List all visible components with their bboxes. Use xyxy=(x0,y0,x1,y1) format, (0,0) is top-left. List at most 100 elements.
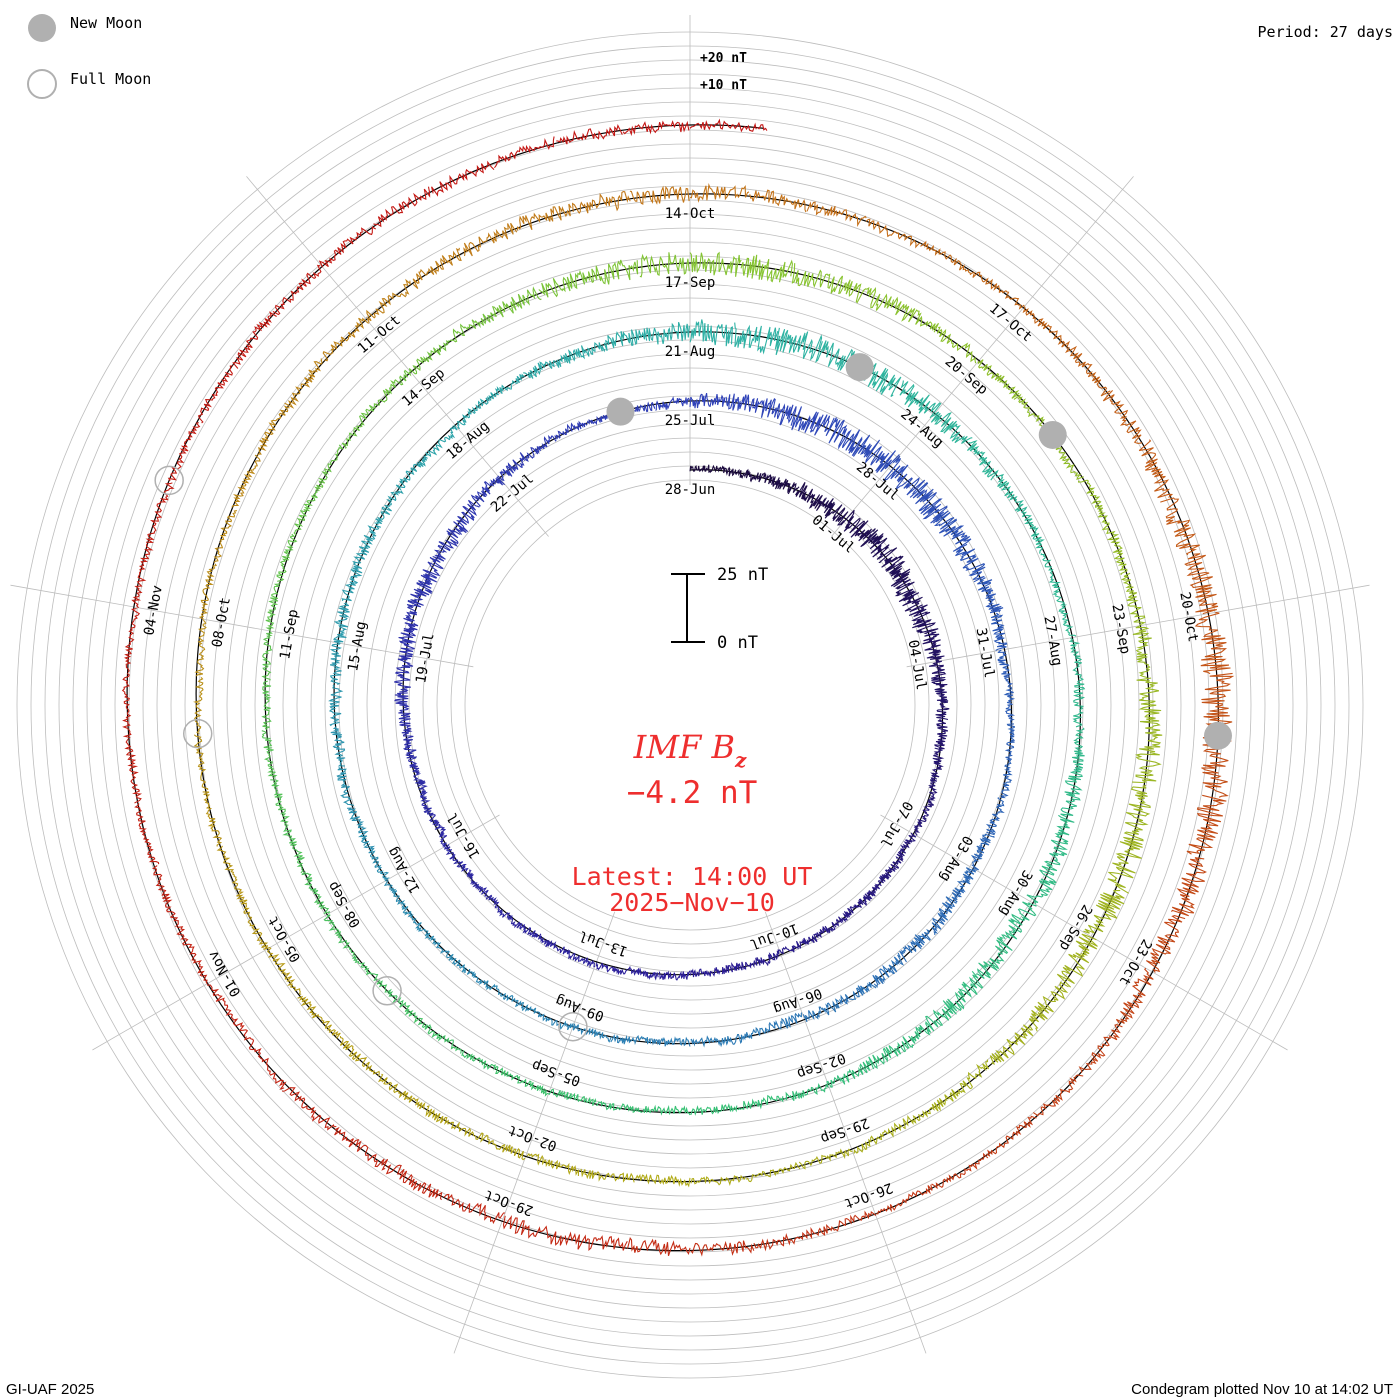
bz-trace-segment xyxy=(134,803,160,865)
bz-trace-segment xyxy=(453,499,480,536)
bz-trace-segment xyxy=(548,1088,597,1106)
bz-trace-segment xyxy=(1120,572,1147,626)
date-label: 01-Nov xyxy=(205,948,244,1000)
new-moon-marker xyxy=(845,353,874,382)
bz-trace-segment xyxy=(261,680,272,731)
bz-trace-segment xyxy=(502,1215,565,1246)
bz-trace-segment xyxy=(997,649,1014,687)
bz-trace-segment xyxy=(825,417,863,457)
radial-grid xyxy=(10,15,1370,1379)
bz-trace-segment xyxy=(374,490,404,525)
bz-trace-segment xyxy=(798,1148,853,1170)
bz-trace-segment xyxy=(386,988,424,1026)
bz-trace-segment xyxy=(383,879,412,916)
bz-trace-segment xyxy=(936,326,977,364)
bz-trace-segment xyxy=(689,319,733,347)
bz-trace-segment xyxy=(313,444,344,492)
bz-trace-segment xyxy=(394,688,412,723)
bz-trace-segment xyxy=(176,926,208,985)
grid-spoke xyxy=(880,814,1288,1051)
bz-trace-segment xyxy=(398,622,419,656)
bz-trace-segment xyxy=(942,970,984,1015)
bz-trace-segment xyxy=(257,405,290,456)
bz-trace-segment xyxy=(626,1236,691,1256)
full-moon-legend-label: Full Moon xyxy=(70,70,151,88)
bz-trace-segment xyxy=(1160,497,1200,556)
moon-phase-markers xyxy=(154,353,1232,1042)
full-moon-marker xyxy=(154,465,184,496)
bz-trace-segment xyxy=(231,454,261,508)
plotted-label: Condegram plotted Nov 10 at 14:02 UT xyxy=(1131,1381,1393,1398)
bz-trace-segment xyxy=(425,424,458,458)
bz-trace-segment xyxy=(795,482,826,512)
bz-trace-segment xyxy=(955,548,986,583)
bz-trace-segment xyxy=(749,189,807,213)
bz-trace-segment xyxy=(407,912,439,946)
center-title: IMF Bz xyxy=(633,728,747,772)
bz-trace-segment xyxy=(930,411,973,444)
bz-trace-segment xyxy=(456,397,490,430)
bz-trace-segment xyxy=(745,1161,801,1183)
current-bz-value: −4.2 nT xyxy=(627,775,758,811)
grid-spoke xyxy=(10,584,474,668)
bz-trace-segment xyxy=(554,420,588,440)
bz-trace-segment xyxy=(282,825,305,874)
bz-trace-segment xyxy=(951,867,977,903)
bz-trace-segment xyxy=(655,396,690,411)
bz-trace-segment xyxy=(500,992,537,1014)
bz-trace-segment xyxy=(526,1153,580,1177)
bz-trace-segment xyxy=(913,806,930,836)
bz-trace-segment xyxy=(883,455,926,496)
bz-trace-segment xyxy=(537,933,567,955)
bz-trace-segment xyxy=(689,251,742,277)
bz-trace-segment xyxy=(1138,439,1174,499)
bz-trace-segment xyxy=(743,468,773,485)
bz-trace-segment xyxy=(261,730,278,779)
bz-trace-segment xyxy=(272,264,322,316)
bz-trace-segment xyxy=(881,555,911,588)
bz-trace-segment xyxy=(717,465,745,479)
ring-scale-inner: +10 nT xyxy=(700,78,747,93)
bz-trace-segment xyxy=(198,563,217,620)
bz-trace-segment xyxy=(689,392,726,409)
new-moon-marker xyxy=(1038,420,1067,449)
bz-trace-segment xyxy=(1068,637,1085,683)
bz-trace-segment xyxy=(336,767,355,807)
new-moon-marker xyxy=(1203,721,1232,750)
date-label: 25-Jul xyxy=(665,413,716,429)
bz-trace-segment xyxy=(572,1023,612,1043)
bz-trace-segment xyxy=(486,373,525,401)
bz-trace-segment xyxy=(725,393,762,413)
bz-trace-segment xyxy=(985,797,1005,836)
bz-trace-segment xyxy=(737,1094,784,1111)
bz-trace-segment xyxy=(643,1104,691,1116)
bz-trace-segment xyxy=(689,464,718,474)
full-moon-marker xyxy=(372,976,402,1006)
bz-trace-segment xyxy=(293,489,318,536)
bz-trace-segment xyxy=(276,533,298,582)
scale-bar-bottom-label: 0 nT xyxy=(717,633,758,653)
bz-trace-segment xyxy=(857,883,882,908)
bz-trace-segment xyxy=(791,406,831,436)
bz-trace-segment xyxy=(1026,860,1061,905)
bz-trace-segment xyxy=(690,1035,730,1048)
bz-trace-segment xyxy=(193,734,209,791)
bz-trace-segment xyxy=(1056,933,1098,988)
date-label: 11-Sep xyxy=(277,608,302,661)
bz-trace-segment xyxy=(1186,794,1227,855)
bz-trace-segment xyxy=(930,747,945,778)
bz-trace-segment xyxy=(868,1036,915,1070)
bz-trace-segment xyxy=(449,312,495,343)
date-label: 08-Oct xyxy=(209,596,234,649)
bz-trace-segment xyxy=(989,1024,1034,1065)
bz-trace-segment xyxy=(690,1240,755,1257)
bz-trace-segment xyxy=(408,340,450,375)
bz-trace-segment xyxy=(899,380,942,419)
bz-trace-segment xyxy=(1101,523,1128,576)
bz-trace-segment xyxy=(556,124,623,145)
bz-trace-segment xyxy=(301,871,331,915)
date-label: 18-Aug xyxy=(443,418,492,463)
bz-trace-segment xyxy=(394,655,414,689)
bz-trace-segment xyxy=(470,476,505,507)
bz-trace-segment xyxy=(197,365,233,424)
